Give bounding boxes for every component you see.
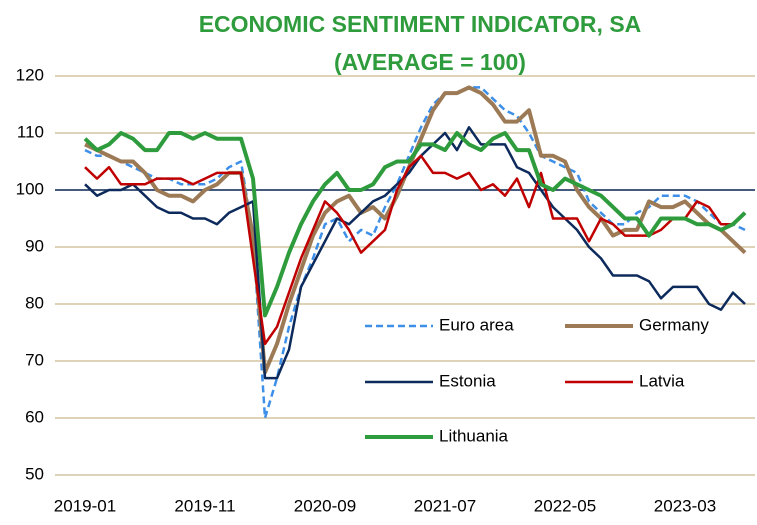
y-tick-label: 100 — [16, 179, 44, 198]
series-line — [83, 131, 747, 318]
y-tick-label: 120 — [16, 65, 44, 84]
legend-label: Germany — [639, 315, 709, 334]
legend-label: Lithuania — [439, 426, 509, 445]
y-tick-label: 50 — [25, 464, 44, 483]
chart-subtitle: (AVERAGE = 100) — [334, 49, 526, 75]
y-tick-label: 110 — [17, 122, 44, 141]
series-line — [84, 126, 746, 380]
series-line — [84, 86, 746, 420]
y-tick-label: 60 — [25, 407, 44, 426]
x-tick-label: 2023-03 — [654, 496, 716, 515]
x-tick-label: 2019-01 — [54, 496, 116, 515]
y-tick-label: 90 — [25, 236, 44, 255]
legend-label: Euro area — [439, 315, 514, 334]
legend-label: Estonia — [439, 371, 496, 390]
chart-title: ECONOMIC SENTIMENT INDICATOR, SA — [199, 11, 642, 37]
x-tick-label: 2022-05 — [534, 496, 596, 515]
series-line — [84, 154, 746, 346]
y-tick-label: 80 — [25, 293, 44, 312]
x-tick-label: 2021-07 — [414, 496, 476, 515]
y-tick-label: 70 — [25, 350, 44, 369]
x-tick-label: 2019-11 — [174, 496, 235, 515]
legend-label: Latvia — [639, 371, 685, 390]
x-tick-label: 2020-09 — [294, 496, 356, 515]
